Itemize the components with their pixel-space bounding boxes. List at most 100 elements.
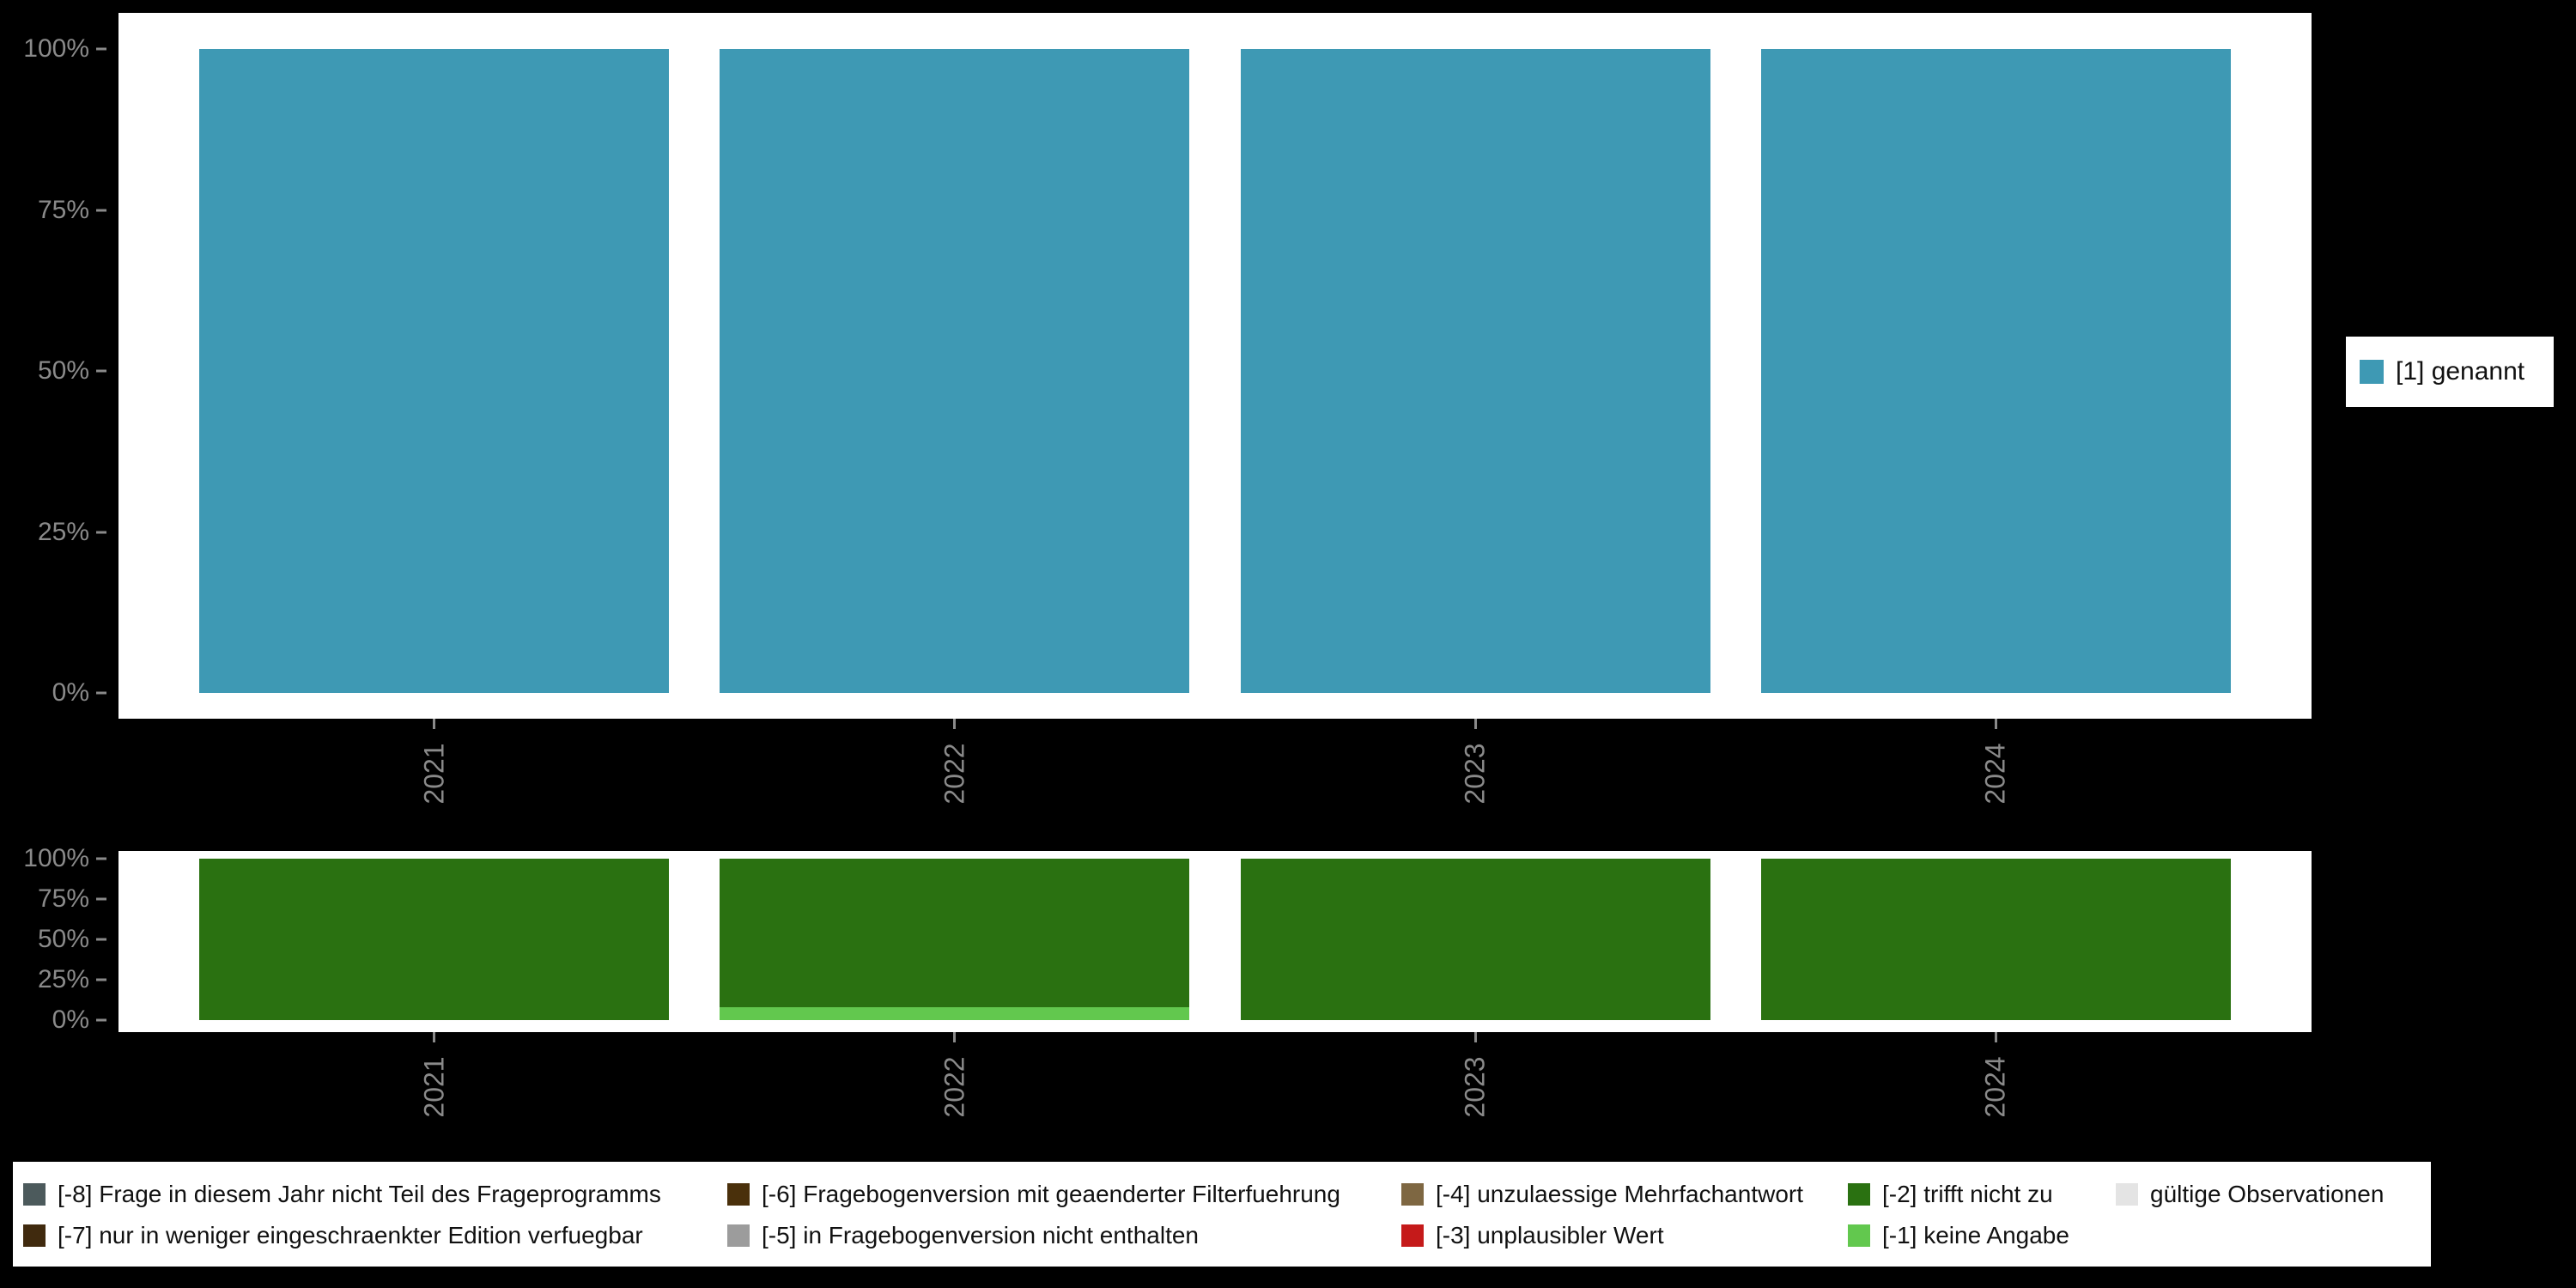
bar-segment [720, 1006, 1190, 1020]
bar-column-2023 [1240, 859, 1710, 1020]
x-axis-slot-2024: 2024 [1761, 719, 2231, 830]
x-axis-slot-2022: 2022 [720, 1032, 1189, 1144]
legend-color-swatch [2360, 360, 2384, 384]
legend-column-2: [-6] Fragebogenversion mit geaenderter F… [727, 1174, 1340, 1256]
bar-segment [720, 49, 1190, 693]
x-axis-label-box: 2024 [1978, 738, 2014, 810]
legend-color-swatch [727, 1183, 750, 1206]
bottom-chart-plot-area [199, 859, 2231, 1020]
x-axis-label-text: 2024 [1979, 1056, 2011, 1118]
legend-label: [-2] trifft nicht zu [1882, 1181, 2053, 1207]
bottom-chart-x-axis: 2021 2022 2023 2024 [199, 1032, 2231, 1144]
y-axis-label-text: 75% [37, 195, 89, 224]
y-axis-label-text: 0% [52, 1005, 89, 1034]
legend-label: [-6] Fragebogenversion mit geaenderter F… [762, 1181, 1340, 1207]
x-axis-tick-mark [1994, 1032, 1997, 1042]
x-axis-label-text: 2023 [1459, 1056, 1491, 1118]
legend-column-1: [-8] Frage in diesem Jahr nicht Teil des… [23, 1174, 661, 1256]
x-axis-tick-mark [1473, 719, 1477, 729]
bar-segment [720, 859, 1190, 1007]
y-axis-label-text: 50% [37, 356, 89, 385]
x-axis-label-box: 2023 [1457, 738, 1493, 810]
legend-color-swatch [2116, 1183, 2138, 1206]
legend-item: [-8] Frage in diesem Jahr nicht Teil des… [23, 1174, 661, 1215]
y-axis-tick-label: 50% [0, 354, 118, 388]
x-axis-slot-2023: 2023 [1241, 1032, 1710, 1144]
y-axis-tick-label: 75% [0, 193, 118, 228]
x-axis-tick-mark [953, 1032, 957, 1042]
top-chart-panel [118, 13, 2312, 719]
y-axis-tick-label: 100% [0, 841, 118, 876]
x-axis-slot-2022: 2022 [720, 719, 1189, 830]
legend-label: [-1] keine Angabe [1882, 1222, 2069, 1249]
y-axis-tick-label: 75% [0, 882, 118, 916]
bar-segment [1760, 49, 2231, 693]
y-axis-tick-label: 25% [0, 963, 118, 997]
x-axis-slot-2021: 2021 [199, 1032, 669, 1144]
legend-color-swatch [23, 1183, 46, 1206]
x-axis-label-box: 2023 [1457, 1051, 1493, 1123]
legend-label: [-5] in Fragebogenversion nicht enthalte… [762, 1222, 1199, 1249]
legend-item: [-7] nur in weniger eingeschraenkter Edi… [23, 1215, 661, 1256]
legend-label: gültige Observationen [2150, 1181, 2385, 1207]
x-axis-label-text: 2024 [1979, 743, 2011, 805]
y-axis-label-text: 25% [37, 517, 89, 546]
y-axis-tick-mark [96, 978, 106, 981]
y-axis-tick-mark [96, 691, 106, 695]
top-chart-plot-area [199, 49, 2231, 693]
y-axis-label-text: 50% [37, 925, 89, 953]
y-axis-tick-mark [96, 897, 106, 901]
legend-item: [-1] keine Angabe [1848, 1215, 2069, 1256]
y-axis-label-text: 0% [52, 678, 89, 707]
bar-segment [1760, 859, 2231, 1020]
legend-color-swatch [1848, 1224, 1870, 1247]
x-axis-label-text: 2022 [939, 743, 970, 805]
legend-column-3: [-4] unzulaessige Mehrfachantwort [-3] un… [1401, 1174, 1803, 1256]
legend-item: [-2] trifft nicht zu [1848, 1174, 2069, 1215]
bar-column-2024 [1760, 859, 2231, 1020]
x-axis-tick-mark [1994, 719, 1997, 729]
top-chart-y-axis: 100% 75% 50% 25% 0% [0, 13, 118, 719]
x-axis-tick-mark [433, 1032, 435, 1042]
x-axis-tick-mark [953, 719, 957, 729]
y-axis-tick-mark [96, 1018, 106, 1022]
legend-color-swatch [1401, 1224, 1424, 1247]
y-axis-tick-mark [96, 369, 106, 373]
y-axis-tick-label: 50% [0, 922, 118, 957]
bar-column-2021 [199, 49, 669, 693]
x-axis-label-box: 2021 [416, 1051, 453, 1123]
legend-color-swatch [727, 1224, 750, 1247]
top-chart-legend: [1] genannt [2346, 337, 2554, 407]
legend-item: gültige Observationen [2116, 1174, 2384, 1215]
x-axis-label-box: 2022 [937, 738, 973, 810]
legend-column-4: [-2] trifft nicht zu [-1] keine Angabe [1848, 1174, 2069, 1256]
y-axis-label-text: 25% [37, 965, 89, 993]
missing-codes-legend: [-8] Frage in diesem Jahr nicht Teil des… [13, 1162, 2431, 1267]
bar-segment [199, 859, 669, 1020]
legend-item: [-5] in Fragebogenversion nicht enthalte… [727, 1215, 1340, 1256]
y-axis-label-text: 100% [23, 34, 89, 63]
y-axis-tick-label: 100% [0, 32, 118, 66]
x-axis-label-text: 2022 [939, 1056, 970, 1118]
bottom-chart-y-axis: 100% 75% 50% 25% 0% [0, 846, 118, 1033]
y-axis-tick-label: 0% [0, 1003, 118, 1037]
x-axis-tick-mark [433, 719, 435, 729]
x-axis-label-text: 2021 [418, 1056, 449, 1118]
bar-column-2022 [720, 859, 1190, 1020]
legend-item: [-6] Fragebogenversion mit geaenderter F… [727, 1174, 1340, 1215]
x-axis-slot-2021: 2021 [199, 719, 669, 830]
legend-item: [-4] unzulaessige Mehrfachantwort [1401, 1174, 1803, 1215]
legend-column-5: gültige Observationen [2116, 1174, 2384, 1215]
y-axis-label-text: 100% [23, 844, 89, 872]
x-axis-label-text: 2023 [1459, 743, 1491, 805]
legend-item: [-3] unplausibler Wert [1401, 1215, 1803, 1256]
bar-column-2022 [720, 49, 1190, 693]
x-axis-label-box: 2021 [416, 738, 453, 810]
bar-column-2021 [199, 859, 669, 1020]
legend-label: [-7] nur in weniger eingeschraenkter Edi… [58, 1222, 643, 1249]
y-axis-tick-mark [96, 857, 106, 860]
bar-segment [1240, 859, 1710, 1020]
y-axis-tick-label: 0% [0, 676, 118, 710]
x-axis-label-box: 2022 [937, 1051, 973, 1123]
